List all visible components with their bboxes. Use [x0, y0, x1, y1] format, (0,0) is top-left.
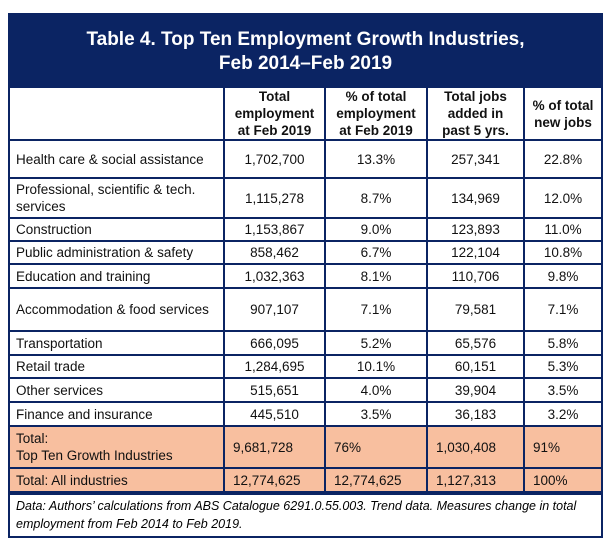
table-row: Public administration & safety 858,462 6.7…	[10, 240, 601, 265]
pct-employment-cell: 9.0%	[324, 217, 428, 242]
pct-employment-cell: 8.1%	[324, 263, 428, 289]
table-title: Table 4. Top Ten Employment Growth Indus…	[10, 15, 601, 88]
pct-new-jobs-cell: 10.8%	[523, 240, 601, 265]
total-employment-cell: 858,462	[223, 240, 326, 265]
column-header-total-employment: Total employment at Feb 2019	[223, 88, 326, 141]
total-employment-cell: 1,284,695	[223, 354, 326, 379]
jobs-added-cell: 122,104	[426, 240, 525, 265]
pct-new-jobs-cell: 100%	[523, 467, 601, 493]
total-employment-cell: 666,095	[223, 330, 326, 356]
pct-new-jobs-cell: 22.8%	[523, 139, 601, 179]
total-row: Total: Top Ten Growth Industries 9,681,728…	[10, 425, 601, 469]
title-line-1: Table 4. Top Ten Employment Growth Indus…	[86, 28, 525, 50]
jobs-added-cell: 257,341	[426, 139, 525, 179]
industry-cell: Accommodation & food services	[10, 287, 225, 332]
title-line-2: Feb 2014–Feb 2019	[218, 52, 393, 74]
total-label-cell: Total: Top Ten Growth Industries	[10, 425, 225, 469]
table-row: Transportation 666,095 5.2% 65,576 5.8%	[10, 330, 601, 356]
column-header-pct-employment: % of total employment at Feb 2019	[324, 88, 428, 141]
jobs-added-cell: 134,969	[426, 177, 525, 219]
total-employment-cell: 1,115,278	[223, 177, 326, 219]
total-label: Total: All industries	[16, 472, 128, 488]
table-row: Other services 515,651 4.0% 39,904 3.5%	[10, 377, 601, 403]
table-row: Health care & social assistance 1,702,700…	[10, 139, 601, 179]
footnote: Data: Authors’ calculations from ABS Cat…	[10, 493, 601, 536]
industry-cell: Health care & social assistance	[10, 139, 225, 179]
total-employment-cell: 445,510	[223, 401, 326, 427]
industry-cell: Professional, scientific & tech. service…	[10, 177, 225, 219]
pct-new-jobs-cell: 9.8%	[523, 263, 601, 289]
pct-employment-cell: 5.2%	[324, 330, 428, 356]
total-employment-cell: 515,651	[223, 377, 326, 403]
table-row: Education and training 1,032,363 8.1% 110,7…	[10, 263, 601, 289]
total-employment-cell: 1,032,363	[223, 263, 326, 289]
industry-cell: Other services	[10, 377, 225, 403]
total-employment-cell: 1,702,700	[223, 139, 326, 179]
industry-cell: Retail trade	[10, 354, 225, 379]
total-employment-cell: 12,774,625	[223, 467, 326, 493]
jobs-added-cell: 60,151	[426, 354, 525, 379]
pct-employment-cell: 76%	[324, 425, 428, 469]
pct-new-jobs-cell: 7.1%	[523, 287, 601, 332]
pct-employment-cell: 12,774,625	[324, 467, 428, 493]
table-row: Construction 1,153,867 9.0% 123,893 11.0%	[10, 217, 601, 242]
total-employment-cell: 1,153,867	[223, 217, 326, 242]
column-header-jobs-added: Total jobs added in past 5 yrs.	[426, 88, 525, 141]
total-label: Total:	[16, 431, 49, 446]
pct-new-jobs-cell: 3.5%	[523, 377, 601, 403]
pct-employment-cell: 10.1%	[324, 354, 428, 379]
jobs-added-cell: 1,127,313	[426, 467, 525, 493]
industry-cell: Construction	[10, 217, 225, 242]
total-label: Top Ten Growth Industries	[16, 448, 173, 463]
pct-new-jobs-cell: 5.3%	[523, 354, 601, 379]
jobs-added-cell: 79,581	[426, 287, 525, 332]
total-label-cell: Total: All industries	[10, 467, 225, 493]
table-row: Accommodation & food services 907,107 7.1%…	[10, 287, 601, 332]
pct-employment-cell: 3.5%	[324, 401, 428, 427]
pct-employment-cell: 4.0%	[324, 377, 428, 403]
jobs-added-cell: 1,030,408	[426, 425, 525, 469]
pct-new-jobs-cell: 11.0%	[523, 217, 601, 242]
pct-new-jobs-cell: 91%	[523, 425, 601, 469]
jobs-added-cell: 123,893	[426, 217, 525, 242]
industry-cell: Education and training	[10, 263, 225, 289]
table-row: Professional, scientific & tech. service…	[10, 177, 601, 219]
total-employment-cell: 907,107	[223, 287, 326, 332]
pct-employment-cell: 6.7%	[324, 240, 428, 265]
pct-new-jobs-cell: 5.8%	[523, 330, 601, 356]
industry-cell: Public administration & safety	[10, 240, 225, 265]
jobs-added-cell: 110,706	[426, 263, 525, 289]
column-header-pct-new-jobs: % of total new jobs	[523, 88, 601, 141]
header-row: Total employment at Feb 2019 % of total …	[10, 88, 601, 141]
table-row: Retail trade 1,284,695 10.1% 60,151 5.3%	[10, 354, 601, 379]
jobs-added-cell: 39,904	[426, 377, 525, 403]
total-row: Total: All industries 12,774,625 12,774,62…	[10, 467, 601, 493]
pct-employment-cell: 7.1%	[324, 287, 428, 332]
pct-new-jobs-cell: 12.0%	[523, 177, 601, 219]
column-header-industry	[10, 88, 225, 141]
jobs-added-cell: 36,183	[426, 401, 525, 427]
total-employment-cell: 9,681,728	[223, 425, 326, 469]
pct-employment-cell: 8.7%	[324, 177, 428, 219]
employment-table: Table 4. Top Ten Employment Growth Indus…	[8, 13, 603, 538]
industry-cell: Finance and insurance	[10, 401, 225, 427]
pct-new-jobs-cell: 3.2%	[523, 401, 601, 427]
table-row: Finance and insurance 445,510 3.5% 36,183 3.…	[10, 401, 601, 427]
data-table: Total employment at Feb 2019 % of total …	[10, 88, 601, 493]
pct-employment-cell: 13.3%	[324, 139, 428, 179]
industry-cell: Transportation	[10, 330, 225, 356]
jobs-added-cell: 65,576	[426, 330, 525, 356]
